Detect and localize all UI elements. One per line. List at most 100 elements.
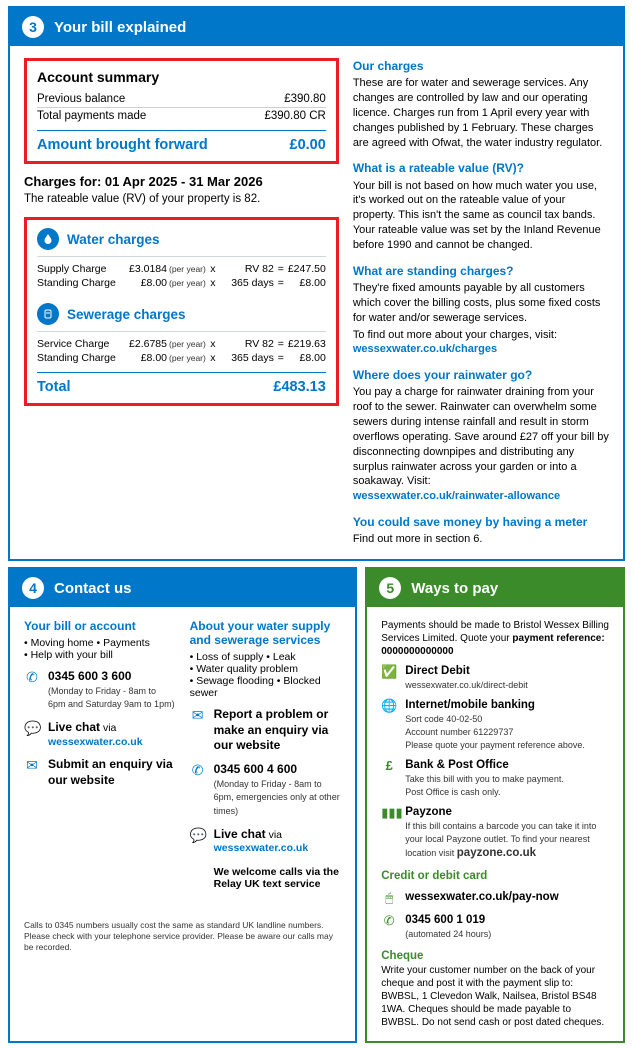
pay-intro: Payments should be made to Bristol Wesse… xyxy=(381,619,609,658)
live-chat-link[interactable]: wessexwater.co.uk xyxy=(48,736,143,748)
ways-to-pay-card: 5 Ways to pay Payments should be made to… xyxy=(365,567,625,1042)
charge-value: £247.50 xyxy=(288,263,326,275)
list-item: Water quality problem xyxy=(190,663,342,675)
barcode-icon: ▮▮▮ xyxy=(381,805,397,822)
charge-rate: £3.0184 xyxy=(121,263,167,275)
sewerage-charges-title: Sewerage charges xyxy=(67,307,186,322)
payzone-link[interactable]: payzone.co.uk xyxy=(457,847,536,859)
bank-post-heading: Bank & Post Office xyxy=(405,759,509,771)
amount-brought-forward: Amount brought forward £0.00 xyxy=(37,130,326,153)
charge-mult: 365 days xyxy=(218,277,274,289)
charge-mult: RV 82 xyxy=(218,338,274,350)
contact-col-account: Your bill or account Moving home • Payme… xyxy=(24,619,176,890)
bill-explained-card: 3 Your bill explained Account summary Pr… xyxy=(8,6,625,561)
meter-heading: You could save money by having a meter xyxy=(353,514,609,530)
charge-rate: £8.00 xyxy=(121,277,167,289)
step-badge-5: 5 xyxy=(379,577,401,599)
ways-to-pay-header: 5 Ways to pay xyxy=(367,569,623,607)
phone-icon: ✆ xyxy=(24,669,40,686)
charges-period: Charges for: 01 Apr 2025 - 31 Mar 2026 xyxy=(24,174,339,189)
sort-code: Sort code 40-02-50 xyxy=(405,714,482,724)
standing-more: To find out more about your charges, vis… xyxy=(353,328,609,343)
live-chat-via: via xyxy=(103,722,116,734)
post-office-note: Post Office is cash only. xyxy=(405,787,500,797)
charge-value: £219.63 xyxy=(288,338,326,350)
payzone-heading: Payzone xyxy=(405,806,452,818)
phone-hours: (Monday to Friday - 8am to 6pm, emergenc… xyxy=(214,779,340,816)
charge-eq: = xyxy=(274,277,288,289)
phone-number[interactable]: 0345 600 4 600 xyxy=(214,762,297,776)
account-number: Account number 61229737 xyxy=(405,727,513,737)
list-item: Moving home • Payments xyxy=(24,637,176,649)
standing-heading: What are standing charges? xyxy=(353,263,609,279)
charge-label: Service Charge xyxy=(37,338,121,350)
list-item: Sewage flooding • Blocked sewer xyxy=(190,675,342,699)
rainwater-link[interactable]: wessexwater.co.uk/rainwater-allowance xyxy=(353,490,560,502)
rateable-value-note: The rateable value (RV) of your property… xyxy=(24,193,339,205)
our-charges-text: These are for water and sewerage service… xyxy=(353,76,609,150)
phone-icon: ✆ xyxy=(381,913,397,930)
charge-rate: £2.6785 xyxy=(121,338,167,350)
chat-icon: 💬 xyxy=(190,827,206,844)
charge-row: Standing Charge £8.00 (per year) x 365 d… xyxy=(37,277,326,289)
charge-value: £8.00 xyxy=(288,352,326,364)
contact-col-services: About your water supply and sewerage ser… xyxy=(190,619,342,890)
live-chat-link[interactable]: wessexwater.co.uk xyxy=(214,842,309,854)
charge-x: x xyxy=(208,352,218,364)
envelope-icon: ✉ xyxy=(24,757,40,774)
charge-label: Supply Charge xyxy=(37,263,121,275)
contact-us-title: Contact us xyxy=(54,580,132,597)
bill-account-heading: Your bill or account xyxy=(24,619,176,633)
submit-enquiry[interactable]: Submit an enquiry via our website xyxy=(48,757,173,787)
total-label: Total xyxy=(37,379,71,395)
total-value: £483.13 xyxy=(273,379,325,395)
charge-per: (per year) xyxy=(169,264,206,274)
phone-icon: ✆ xyxy=(190,762,206,779)
bank-note: Take this bill with you to make payment. xyxy=(405,774,564,784)
charge-x: x xyxy=(208,263,218,275)
water-charges-heading: Water charges xyxy=(37,228,326,257)
bill-account-list: Moving home • Payments Help with your bi… xyxy=(24,637,176,661)
charge-label: Standing Charge xyxy=(37,352,121,364)
direct-debit-link[interactable]: wessexwater.co.uk/direct-debit xyxy=(405,680,528,690)
pay-now-link[interactable]: wessexwater.co.uk/pay-now xyxy=(405,891,558,903)
charge-label: Standing Charge xyxy=(37,277,121,289)
mouse-icon: 🖱 xyxy=(381,890,397,907)
charge-per: (per year) xyxy=(169,278,206,288)
list-item: Loss of supply • Leak xyxy=(190,651,342,663)
standing-text: They're fixed amounts payable by all cus… xyxy=(353,281,609,326)
services-list: Loss of supply • Leak Water quality prob… xyxy=(190,651,342,699)
rainwater-heading: Where does your rainwater go? xyxy=(353,367,609,383)
charge-eq: = xyxy=(274,352,288,364)
account-row-label: Total payments made xyxy=(37,110,146,122)
cheque-text: Write your customer number on the back o… xyxy=(381,964,609,1029)
card-heading: Credit or debit card xyxy=(381,869,609,884)
account-row-value: £390.80 xyxy=(284,93,326,105)
phone-number[interactable]: 0345 600 3 600 xyxy=(48,669,131,683)
internet-banking-heading: Internet/mobile banking xyxy=(405,699,535,711)
chat-icon: 💬 xyxy=(24,720,40,737)
ways-to-pay-title: Ways to pay xyxy=(411,580,498,597)
charges-box: Water charges Supply Charge £3.0184 (per… xyxy=(24,217,339,406)
bill-explained-header: 3 Your bill explained xyxy=(10,8,623,46)
explain-column: Our charges These are for water and sewe… xyxy=(353,58,609,547)
disclaimer-line: Calls to 0345 numbers usually cost the s… xyxy=(24,920,341,931)
relay-text: We welcome calls via the Relay UK text s… xyxy=(214,866,339,890)
pound-icon: £ xyxy=(381,758,397,775)
live-chat-via: via xyxy=(269,829,282,841)
charge-x: x xyxy=(208,338,218,350)
charge-x: x xyxy=(208,277,218,289)
quote-reference: Please quote your payment reference abov… xyxy=(405,740,585,750)
list-item: Help with your bill xyxy=(24,649,176,661)
account-summary-box: Account summary Previous balance £390.80… xyxy=(24,58,339,164)
account-row: Total payments made £390.80 CR xyxy=(37,107,326,124)
account-row-label: Previous balance xyxy=(37,93,125,105)
charge-row: Supply Charge £3.0184 (per year) x RV 82… xyxy=(37,263,326,275)
contact-us-header: 4 Contact us xyxy=(10,569,355,607)
phone-hours: (Monday to Friday - 8am to 6pm and Satur… xyxy=(48,686,175,710)
charges-link[interactable]: wessexwater.co.uk/charges xyxy=(353,343,497,355)
relay-note: We welcome calls via the Relay UK text s… xyxy=(214,866,342,890)
charge-row: Service Charge £2.6785 (per year) x RV 8… xyxy=(37,338,326,350)
check-icon: ✅ xyxy=(381,664,397,681)
report-problem[interactable]: Report a problem or make an enquiry via … xyxy=(214,707,329,752)
